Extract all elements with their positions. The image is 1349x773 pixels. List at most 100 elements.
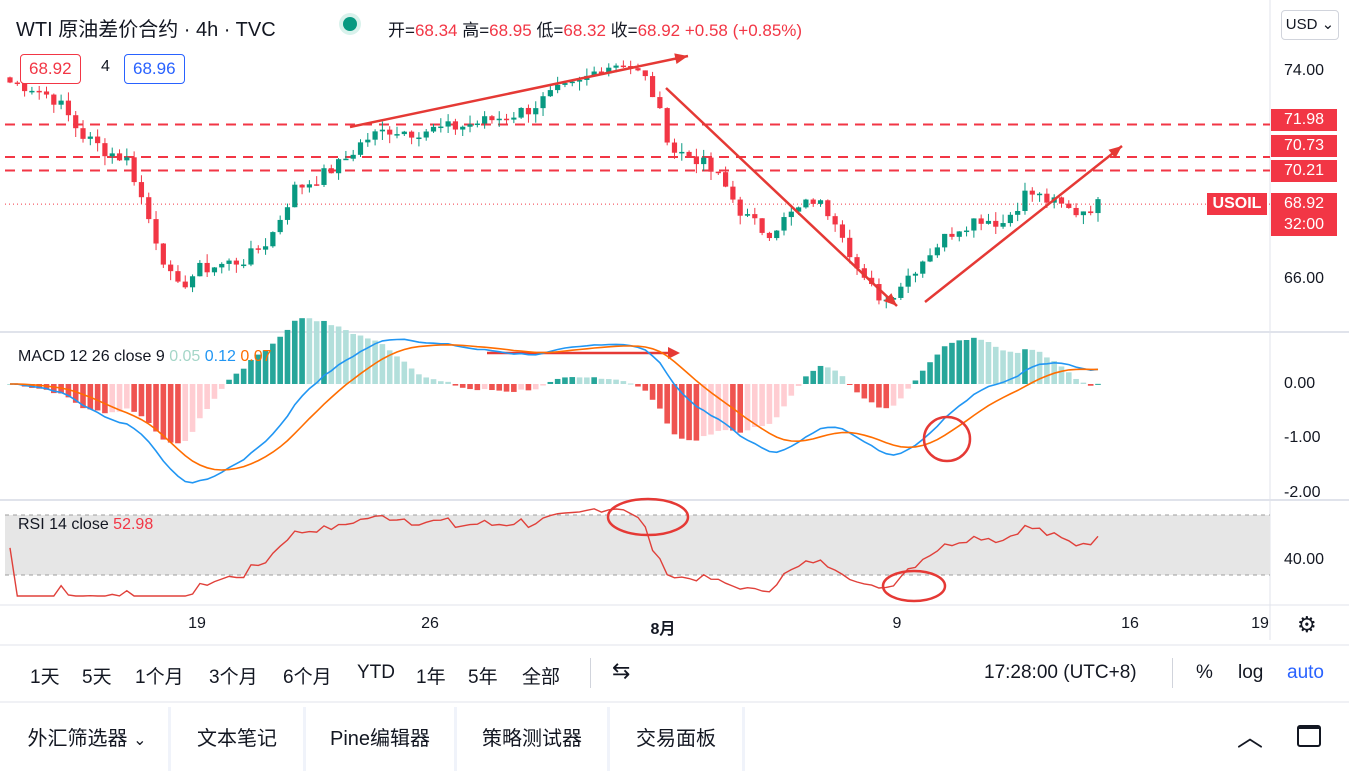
currency-select[interactable]: USD ⌄ (1281, 10, 1339, 40)
macd-legend[interactable]: MACD 12 26 close 9 0.05 0.12 0.07 (18, 348, 272, 366)
macd-histogram-bar (211, 384, 218, 399)
candle-body (153, 219, 159, 244)
macd-histogram-bar (686, 384, 692, 441)
candle-body (197, 262, 203, 277)
candle-body (394, 134, 400, 136)
range-5d[interactable]: 5天 (82, 667, 112, 688)
range-1y[interactable]: 1年 (416, 667, 446, 688)
market-status-icon[interactable] (343, 17, 357, 31)
candle-body (401, 131, 407, 135)
candle-body (854, 257, 860, 269)
buy-price-box[interactable]: 68.96 (124, 54, 185, 84)
goto-date-icon[interactable]: ⇆ (612, 658, 631, 683)
macd-histogram-bar (532, 384, 539, 390)
macd-histogram-bar (773, 384, 780, 418)
tab-forex-screener[interactable]: 外汇筛选器 ⌄ (6, 707, 168, 771)
candle-body (204, 262, 210, 273)
macd-histogram-bar (284, 329, 291, 384)
candle-body (613, 65, 619, 68)
tab-trading-panel[interactable]: 交易面板 (610, 707, 742, 771)
rsi-peak-circle (606, 497, 690, 537)
range-bar: 1天 5天 1个月 3个月 6个月 YTD 1年 5年 全部 ⇆ 17:28:0… (0, 648, 1349, 698)
range-ytd[interactable]: YTD (357, 662, 395, 683)
candle-body (671, 142, 678, 153)
macd-histogram-bar (167, 384, 174, 443)
macd-histogram-bar (175, 384, 181, 444)
candle-body (1015, 210, 1021, 215)
candle-body (664, 108, 670, 143)
clock-display[interactable]: 17:28:00 (UTC+8) (984, 662, 1137, 683)
macd-histogram-bar (511, 384, 517, 392)
tab-pine-editor[interactable]: Pine编辑器 (306, 707, 454, 771)
macd-histogram-bar (912, 380, 919, 384)
macd-histogram-bar (36, 384, 43, 389)
time-tick-16: 16 (1121, 615, 1139, 632)
gear-icon[interactable]: ⚙ (1297, 612, 1317, 637)
macd-histogram-bar (1080, 382, 1087, 384)
log-toggle[interactable]: log (1238, 662, 1264, 683)
macd-hist-value: 0.05 (169, 348, 201, 365)
macd-histogram-bar (423, 377, 430, 384)
macd-histogram-bar (372, 340, 378, 384)
candle-body (555, 84, 561, 91)
candle-body (87, 136, 93, 139)
range-6m[interactable]: 6个月 (283, 667, 332, 688)
candle-body (679, 151, 685, 154)
chevron-down-icon: ⌄ (133, 732, 147, 749)
macd-histogram-bar (956, 340, 963, 384)
macd-histogram-bar (233, 373, 240, 384)
rsi-legend[interactable]: RSI 14 close 52.98 (18, 516, 153, 534)
countdown-tag: 32:00 (1271, 214, 1337, 236)
macd-histogram-bar (693, 384, 700, 441)
macd-histogram-bar (197, 384, 203, 419)
rsi-trough-circle (881, 569, 947, 603)
candle-body (131, 157, 137, 183)
candle-body (569, 81, 575, 84)
macd-histogram-bar (445, 381, 451, 384)
range-1d[interactable]: 1天 (30, 667, 60, 688)
tab-strategy-tester[interactable]: 策略测试器 (457, 707, 607, 771)
macd-histogram-bar (620, 381, 627, 384)
macd-histogram-bar (678, 384, 685, 439)
ohlc-high-label: 高= (462, 21, 490, 40)
candle-body (1036, 193, 1043, 196)
sell-price-box[interactable]: 68.92 (20, 54, 81, 84)
macd-histogram-bar (401, 361, 408, 384)
chevron-up-icon[interactable]: ︿ (1237, 722, 1264, 752)
candle-body (766, 232, 773, 239)
macd-histogram-bar (664, 384, 670, 424)
candle-body (496, 118, 502, 121)
macd-histogram-bar (547, 381, 554, 384)
candle-body (861, 268, 867, 278)
macd-tick-m2: -2.00 (1284, 484, 1321, 501)
candle-body (898, 286, 904, 298)
percent-toggle[interactable]: % (1196, 662, 1213, 683)
range-1m[interactable]: 1个月 (135, 667, 184, 688)
range-3m[interactable]: 3个月 (209, 667, 258, 688)
symbol-price-tag: USOIL (1207, 193, 1267, 215)
candle-body (175, 271, 181, 282)
candle-body (547, 90, 553, 97)
symbol-title[interactable]: WTI 原油差价合约 · 4h · TVC (16, 19, 276, 41)
candle-body (1073, 207, 1079, 216)
macd-histogram-bar (919, 370, 926, 384)
maximize-icon[interactable] (1297, 725, 1321, 747)
macd-histogram-bar (584, 377, 590, 384)
auto-toggle[interactable]: auto (1287, 662, 1324, 683)
candle-body (649, 76, 656, 98)
range-5y[interactable]: 5年 (468, 667, 498, 688)
candle-body (1088, 211, 1094, 214)
candle-body (598, 71, 605, 74)
tab-text-notes[interactable]: 文本笔记 (171, 707, 303, 771)
macd-histogram-bar (540, 384, 546, 386)
macd-histogram-bar (43, 384, 50, 390)
candle-body (189, 276, 196, 288)
macd-histogram-bar (810, 370, 817, 384)
macd-histogram-bar (766, 384, 773, 424)
currency-label: USD (1285, 16, 1318, 33)
candle-body (343, 158, 349, 161)
range-all[interactable]: 全部 (522, 667, 561, 688)
macd-histogram-bar (474, 384, 481, 391)
candle-body (29, 90, 35, 93)
